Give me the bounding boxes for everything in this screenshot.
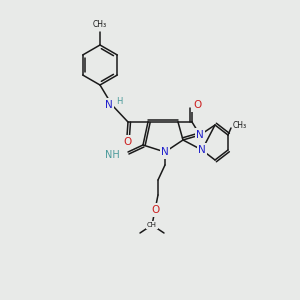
Text: O: O [123,137,131,147]
Text: CH₃: CH₃ [233,121,247,130]
Text: CH₃: CH₃ [93,20,107,29]
Text: H: H [116,98,122,106]
Text: CH: CH [147,222,157,228]
Text: N: N [105,100,113,110]
Text: NH: NH [105,150,120,160]
Text: O: O [193,100,201,110]
Text: O: O [151,205,159,215]
Text: N: N [196,130,204,140]
Text: N: N [161,147,169,157]
Text: N: N [198,145,206,155]
